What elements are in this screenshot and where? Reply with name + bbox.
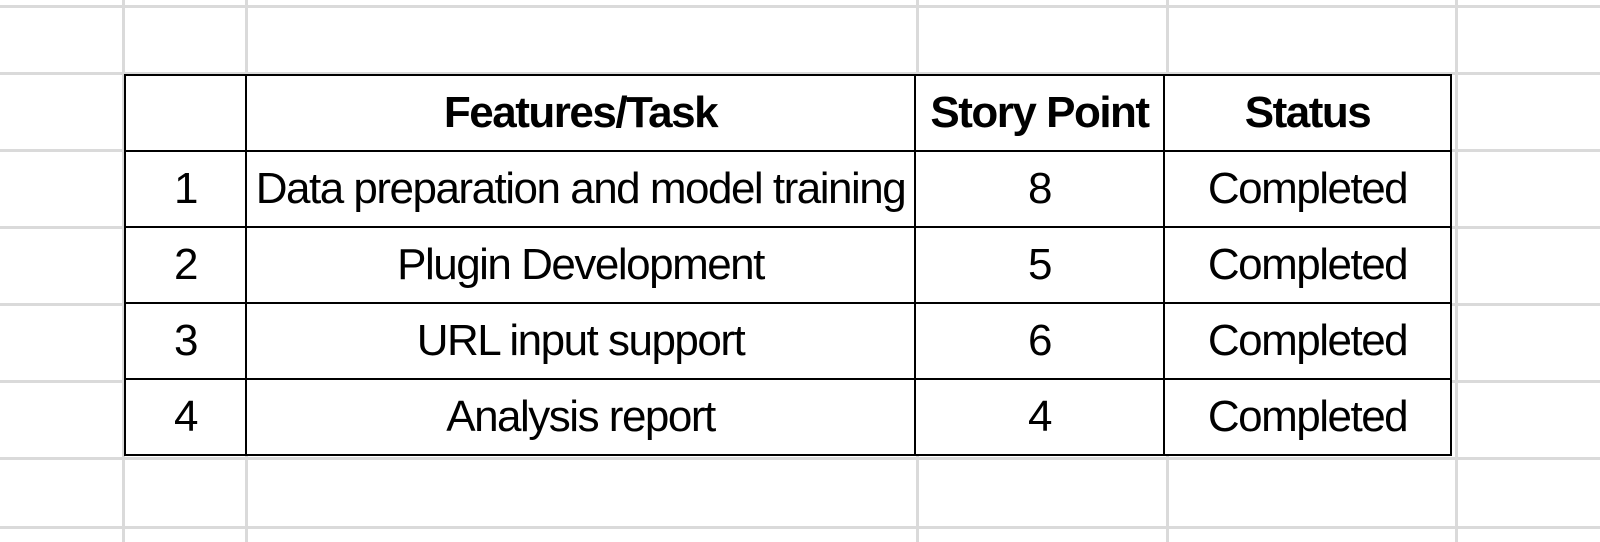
cell-story-point[interactable]: 6 <box>914 302 1165 380</box>
cell-story-point[interactable]: 8 <box>914 150 1165 228</box>
gridline <box>1455 0 1458 542</box>
cell-number[interactable]: 4 <box>124 378 247 456</box>
cell-status[interactable]: Completed <box>1163 226 1452 304</box>
header-cell-status[interactable]: Status <box>1163 74 1452 152</box>
cell-story-point[interactable]: 4 <box>914 378 1165 456</box>
header-row: Features/Task Story Point Status <box>124 74 1452 152</box>
gridline <box>0 72 1600 75</box>
table-row: 2 Plugin Development 5 Completed <box>124 226 1452 304</box>
cell-status[interactable]: Completed <box>1163 378 1452 456</box>
cell-task[interactable]: Plugin Development <box>245 226 916 304</box>
table-row: 1 Data preparation and model training 8 … <box>124 150 1452 228</box>
gridline <box>122 0 125 542</box>
cell-story-point[interactable]: 5 <box>914 226 1165 304</box>
gridline <box>0 526 1600 529</box>
table-row: 4 Analysis report 4 Completed <box>124 378 1452 456</box>
task-table: Features/Task Story Point Status 1 Data … <box>124 74 1452 456</box>
cell-task[interactable]: URL input support <box>245 302 916 380</box>
table-row: 3 URL input support 6 Completed <box>124 302 1452 380</box>
gridline <box>0 5 1600 8</box>
header-cell-number[interactable] <box>124 74 247 152</box>
cell-task[interactable]: Analysis report <box>245 378 916 456</box>
cell-number[interactable]: 1 <box>124 150 247 228</box>
cell-number[interactable]: 2 <box>124 226 247 304</box>
cell-task[interactable]: Data preparation and model training <box>245 150 916 228</box>
cell-status[interactable]: Completed <box>1163 150 1452 228</box>
header-cell-story-point[interactable]: Story Point <box>914 74 1165 152</box>
header-cell-task[interactable]: Features/Task <box>245 74 916 152</box>
cell-number[interactable]: 3 <box>124 302 247 380</box>
cell-status[interactable]: Completed <box>1163 302 1452 380</box>
gridline <box>0 457 1600 460</box>
